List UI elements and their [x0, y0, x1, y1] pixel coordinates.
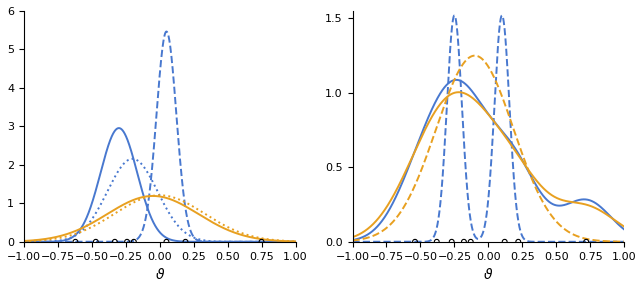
Point — [70, 240, 81, 244]
Point — [91, 240, 101, 244]
Point — [447, 240, 457, 244]
Point — [109, 240, 120, 244]
Point — [257, 240, 267, 244]
Point — [161, 240, 172, 244]
Point — [129, 240, 139, 244]
Point — [431, 240, 442, 244]
Point — [500, 240, 510, 244]
Point — [180, 240, 191, 244]
Point — [513, 240, 524, 244]
Point — [581, 240, 591, 244]
Point — [459, 240, 469, 244]
Point — [465, 240, 476, 244]
X-axis label: $\vartheta$: $\vartheta$ — [483, 267, 493, 282]
Point — [410, 240, 420, 244]
Point — [122, 240, 132, 244]
X-axis label: $\vartheta$: $\vartheta$ — [154, 267, 165, 282]
